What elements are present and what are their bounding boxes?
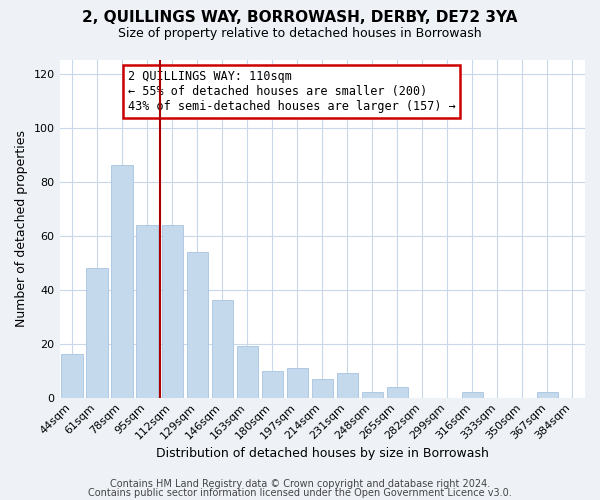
Bar xyxy=(362,392,383,398)
Bar xyxy=(161,225,183,398)
Bar xyxy=(187,252,208,398)
Bar xyxy=(136,225,158,398)
Y-axis label: Number of detached properties: Number of detached properties xyxy=(15,130,28,328)
Bar xyxy=(262,370,283,398)
Bar xyxy=(287,368,308,398)
Text: Contains HM Land Registry data © Crown copyright and database right 2024.: Contains HM Land Registry data © Crown c… xyxy=(110,479,490,489)
Bar xyxy=(537,392,558,398)
X-axis label: Distribution of detached houses by size in Borrowash: Distribution of detached houses by size … xyxy=(156,447,489,460)
Bar xyxy=(337,374,358,398)
Bar xyxy=(86,268,108,398)
Bar xyxy=(236,346,258,398)
Bar xyxy=(311,378,333,398)
Text: 2, QUILLINGS WAY, BORROWASH, DERBY, DE72 3YA: 2, QUILLINGS WAY, BORROWASH, DERBY, DE72… xyxy=(82,10,518,25)
Bar xyxy=(112,166,133,398)
Bar xyxy=(462,392,483,398)
Text: 2 QUILLINGS WAY: 110sqm
← 55% of detached houses are smaller (200)
43% of semi-d: 2 QUILLINGS WAY: 110sqm ← 55% of detache… xyxy=(128,70,455,113)
Bar xyxy=(212,300,233,398)
Text: Contains public sector information licensed under the Open Government Licence v3: Contains public sector information licen… xyxy=(88,488,512,498)
Bar xyxy=(61,354,83,398)
Bar xyxy=(387,387,408,398)
Text: Size of property relative to detached houses in Borrowash: Size of property relative to detached ho… xyxy=(118,28,482,40)
